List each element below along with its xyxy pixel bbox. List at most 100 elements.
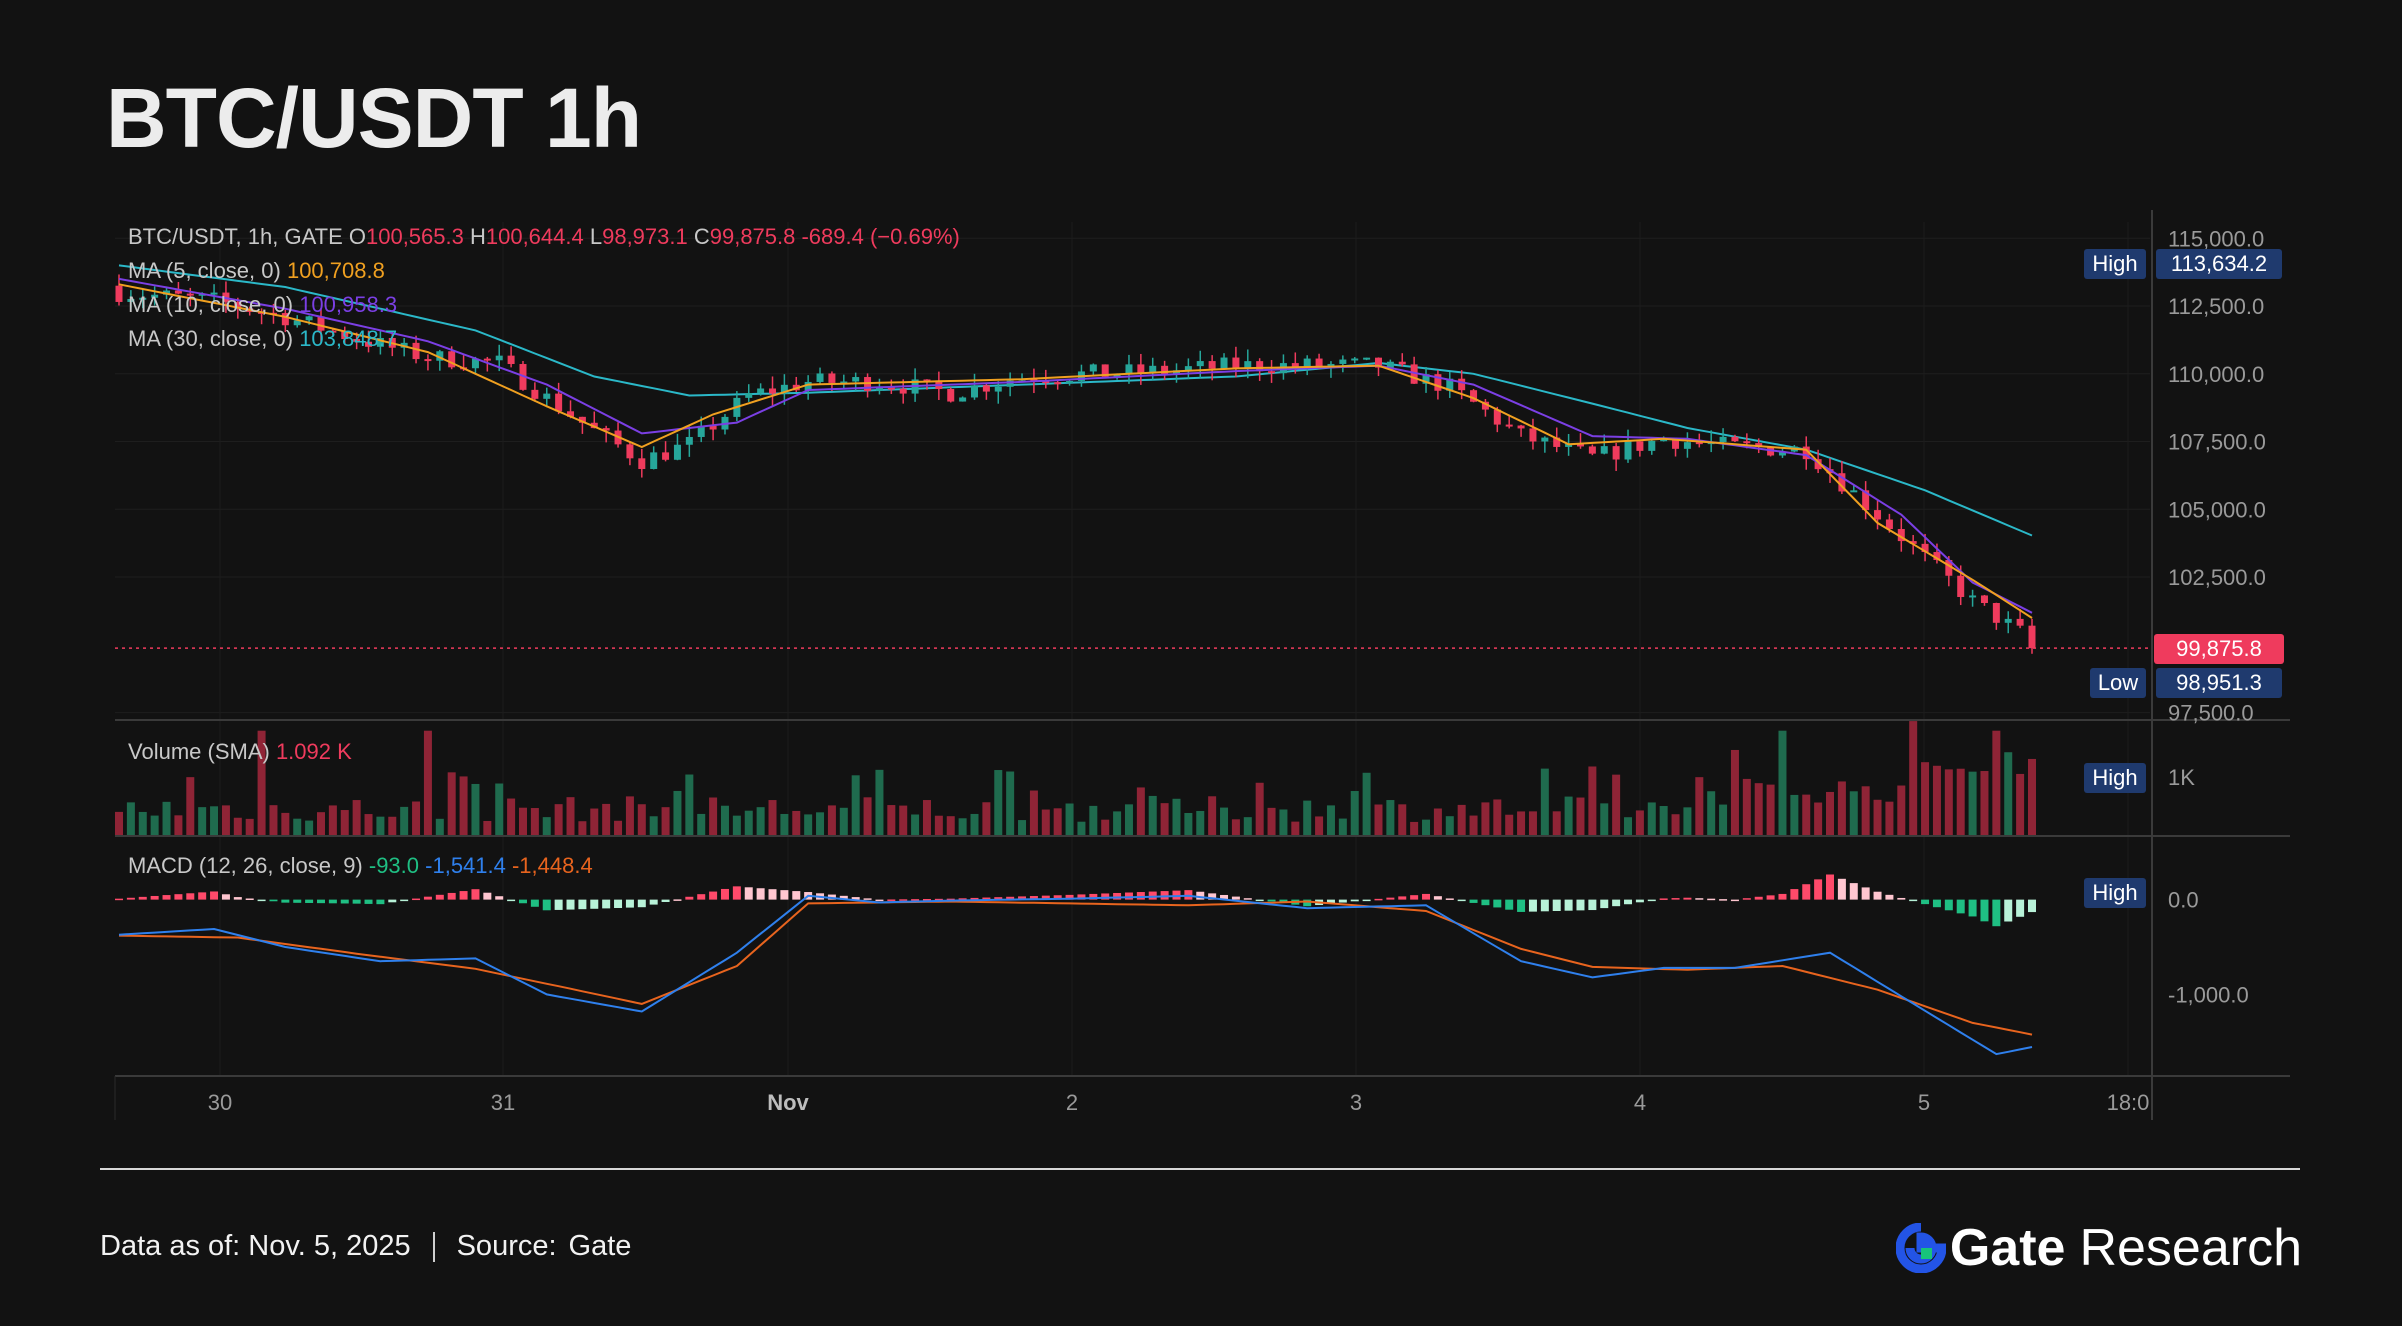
candle-body <box>1957 575 1965 598</box>
candle <box>1422 366 1430 393</box>
macd-hist-bar <box>1873 891 1882 900</box>
macd-hist-bar <box>614 899 623 908</box>
macd-hist-bar <box>649 899 658 905</box>
volume-bar <box>1172 798 1181 835</box>
macd-hist-bar <box>126 897 135 900</box>
macd-hist-bar <box>1469 899 1478 903</box>
candle-body <box>1256 361 1264 372</box>
brand-sub: Research <box>2079 1219 2302 1277</box>
macd-hist-bar <box>1576 899 1585 911</box>
candle <box>293 315 301 328</box>
candle-body <box>293 320 301 326</box>
candle-body <box>1767 447 1775 456</box>
candle-body <box>1208 361 1216 369</box>
candle-body <box>139 297 147 300</box>
macd-hist-bar <box>946 898 955 901</box>
macd-hist-bar <box>1517 899 1526 912</box>
volume-bar <box>1493 799 1502 835</box>
candle <box>780 374 788 405</box>
macd-hist-bar <box>1671 898 1680 900</box>
candle-body <box>757 388 765 394</box>
candle-body <box>1066 380 1074 383</box>
candles <box>115 274 2036 654</box>
macd-hist-bar <box>221 894 230 900</box>
volume-bar <box>851 775 860 835</box>
candle-body <box>1517 425 1525 429</box>
candle-body <box>959 397 967 402</box>
high-label: High <box>2084 249 2146 279</box>
macd-hist-bar <box>495 896 504 900</box>
candle <box>602 425 610 443</box>
candle-body <box>971 385 979 398</box>
candle <box>1553 427 1561 453</box>
volume-bar <box>1231 819 1240 835</box>
candle <box>1897 518 1905 552</box>
macd-hist-bar <box>1837 878 1846 900</box>
macd-hist-bar <box>233 897 242 900</box>
candle <box>1481 399 1489 417</box>
ohlc-legend: BTC/USDT, 1h, GATE O100,565.3 H100,644.4… <box>128 224 960 249</box>
candle-body <box>1980 595 1988 604</box>
macd-hist-bar <box>507 899 516 902</box>
volume-bar <box>1422 819 1431 835</box>
candle <box>1446 372 1454 398</box>
candle-body <box>1862 490 1870 511</box>
macd-hist-bar <box>875 899 884 902</box>
macd-hist-bar <box>1267 899 1276 902</box>
candle-body <box>1291 363 1299 367</box>
candle-body <box>1529 428 1537 442</box>
candle-body <box>448 351 456 368</box>
volume-bar <box>1445 816 1454 835</box>
candle <box>1636 440 1644 457</box>
candle <box>376 330 384 355</box>
volume-bar <box>495 783 504 835</box>
volume-bar <box>1457 804 1466 835</box>
macd-hist-bar <box>1398 896 1407 900</box>
macd-hist-bar <box>1814 879 1823 900</box>
candle-body <box>341 331 349 340</box>
candle <box>1600 434 1608 455</box>
candle-body <box>365 341 373 347</box>
candle <box>2004 611 2012 634</box>
candle-body <box>1351 358 1359 361</box>
volume-bar <box>1255 782 1264 835</box>
candle-body <box>1339 359 1347 364</box>
candle-body <box>804 381 812 391</box>
volume-bar <box>566 797 575 835</box>
volume-bar <box>899 805 908 835</box>
candle-body <box>1588 446 1596 454</box>
candlestick-chart[interactable]: 115,000.0 112,500.0 110,000.0 107,500.0 105,… <box>0 0 2402 1130</box>
candle-body <box>1969 595 1977 598</box>
macd-hist-bar <box>1707 898 1716 901</box>
volume-bar <box>1338 818 1347 835</box>
last-price-tag-text: 99,875.8 <box>2176 636 2262 661</box>
volume-bar <box>1659 806 1668 835</box>
volume-bar <box>934 815 943 835</box>
candle-body <box>1553 437 1561 447</box>
candle <box>1220 353 1228 370</box>
macd-hist-bar <box>1231 896 1240 900</box>
candle <box>971 373 979 400</box>
candle <box>1802 436 1810 470</box>
volume-bar <box>2016 773 2025 835</box>
candle-body <box>923 379 931 382</box>
volume-high-label-text: High <box>2092 765 2137 790</box>
macd-hist-bar <box>340 899 349 904</box>
candle-body <box>567 411 575 417</box>
candle-body <box>1268 371 1276 374</box>
volume-bar <box>1029 790 1038 835</box>
macd-hist-bar <box>578 899 587 910</box>
volume-bar <box>887 805 896 835</box>
volume-bar <box>1742 778 1751 835</box>
volume-bar <box>1540 768 1549 835</box>
candle-body <box>1660 439 1668 442</box>
candle-body <box>1897 529 1905 542</box>
volume-bar <box>1837 781 1846 835</box>
candle-body <box>1303 358 1311 367</box>
macd-hist-bar <box>293 899 302 903</box>
volume-bar <box>1374 804 1383 835</box>
volume-bar <box>970 813 979 835</box>
volume-bar <box>542 817 551 835</box>
candle <box>745 384 753 402</box>
candle-body <box>662 452 670 460</box>
